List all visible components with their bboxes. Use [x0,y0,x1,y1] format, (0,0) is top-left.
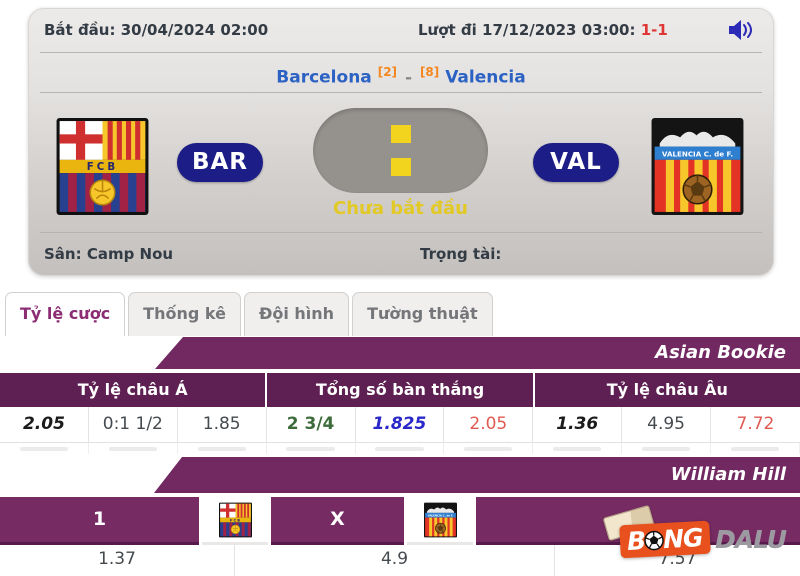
home-abbr-badge: BAR [177,143,263,182]
odds-cell[interactable]: 0:1 1/2 [89,407,178,442]
tab-lineup[interactable]: Đội hình [243,292,350,336]
score-placeholder [313,108,488,193]
odds-cell[interactable]: 2.05 [444,407,534,442]
soccer-ball-icon [644,530,664,550]
brand-text-ng: NG [662,523,704,555]
match-title: Barcelona [2] - [8] Valencia [28,53,774,92]
brand-logo: B NG [619,520,711,559]
start-time: Bắt đầu: 30/04/2024 02:00 [44,21,269,39]
odds-cell[interactable]: 4.95 [622,407,711,442]
asian-bookie-band: Asian Bookie [155,337,800,369]
vs-separator: - [404,67,413,88]
col-total-goals: Tổng số bàn thắng [265,373,532,407]
odds-cell[interactable]: 1.825 [356,407,445,442]
venue: Sân: Camp Nou [44,245,174,263]
sound-icon[interactable] [726,19,754,41]
wh-home-odds[interactable]: 1.37 [0,545,235,576]
brand-watermark: B NG DALU [593,503,798,563]
match-card: Bắt đầu: 30/04/2024 02:00 Lượt đi 17/12/… [28,8,774,276]
col-european-odds: Tỷ lệ châu Âu [532,373,800,407]
score-colon-dot [390,125,411,143]
first-leg-label: Lượt đi 17/12/2023 03:00: [418,21,636,39]
brand-text-dalu: DALU [715,525,787,554]
barcelona-crest-icon [219,499,252,541]
odds-cell[interactable]: 2.05 [0,407,89,442]
odds-cell[interactable]: 1.85 [178,407,267,442]
wh-home-logo-cell [202,497,268,545]
asian-odds-header: Tỷ lệ châu Á Tổng số bàn thắng Tỷ lệ châ… [0,373,800,407]
first-leg-result: Lượt đi 17/12/2023 03:00: 1-1 [418,21,668,39]
tab-bar: Tỷ lệ cược Thống kê Đội hình Tường thuật [5,292,493,336]
wh-draw-header[interactable]: X [271,497,404,545]
tab-odds[interactable]: Tỷ lệ cược [5,292,126,336]
col-asian-handicap: Tỷ lệ châu Á [77,380,188,399]
asian-odds-row: 2.05 0:1 1/2 1.85 2 3/4 1.825 2.05 1.36 … [0,407,800,443]
match-scoreboard: BAR Chưa bắt đầu VAL [28,92,774,232]
william-hill-band: William Hill [154,457,800,493]
away-abbr-badge: VAL [533,143,619,182]
tab-stats[interactable]: Thống kê [128,292,241,336]
barcelona-crest-icon[interactable] [55,118,150,215]
tab-commentary[interactable]: Tường thuật [352,292,493,336]
odds-cell[interactable]: 2 3/4 [267,407,356,442]
home-rank: [2] [377,65,398,79]
home-team-link[interactable]: Barcelona [276,67,372,88]
faded-odds-row [0,443,800,454]
odds-cell[interactable]: 7.72 [736,414,775,434]
wh-away-logo-cell [407,497,473,545]
away-team-link[interactable]: Valencia [445,67,526,88]
referee: Trọng tài: [420,245,502,263]
score-colon-dot [390,158,411,176]
wh-home-win-header[interactable]: 1 [0,497,199,545]
first-leg-score: 1-1 [640,21,668,39]
wh-draw-odds[interactable]: 4.9 [235,545,555,576]
odds-cell[interactable]: 1.36 [533,407,623,442]
match-status: Chưa bắt đầu [333,198,468,219]
away-rank: [8] [419,65,440,79]
valencia-crest-icon [424,499,457,541]
valencia-crest-icon[interactable] [650,118,745,215]
